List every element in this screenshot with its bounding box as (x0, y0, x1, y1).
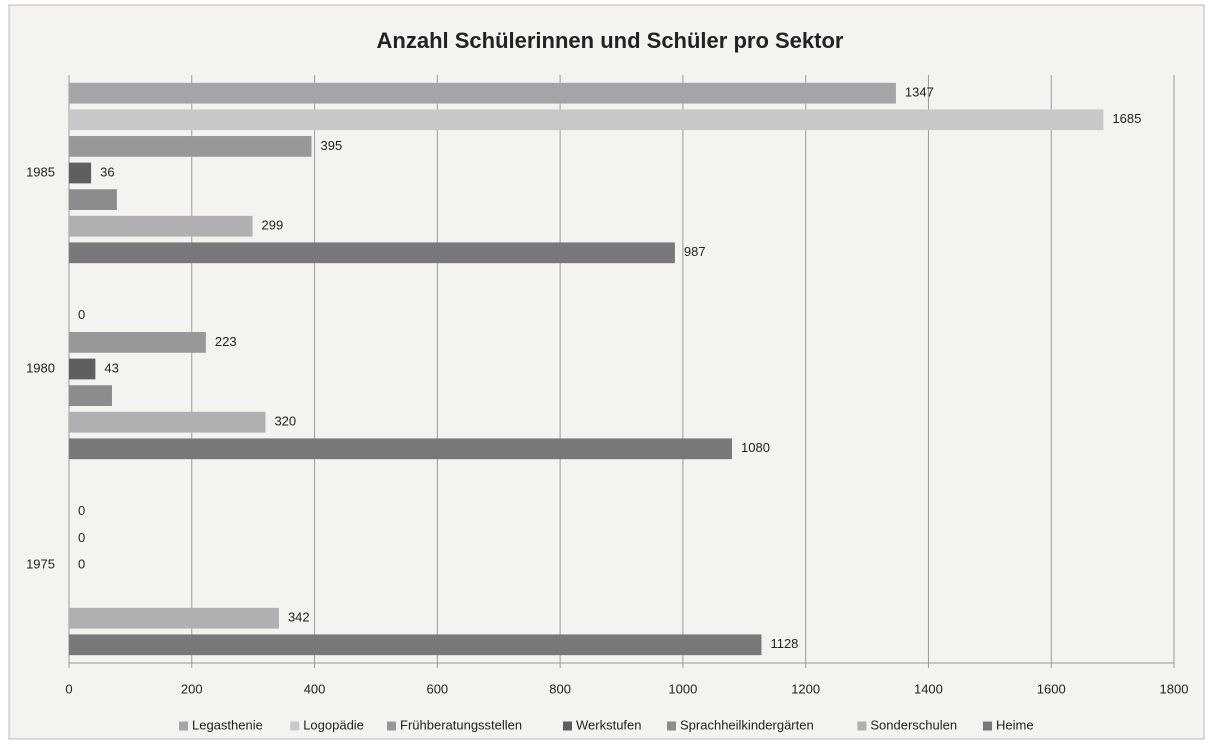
x-tick-label: 1200 (791, 681, 820, 696)
legend-label: Frühberatungsstellen (400, 717, 522, 732)
legend-swatch (387, 721, 396, 731)
data-label: 36 (100, 164, 114, 179)
data-label: 299 (262, 218, 284, 233)
data-label: 395 (320, 138, 342, 153)
y-tick-label: 1980 (26, 360, 55, 375)
data-label: 0 (78, 556, 85, 571)
bar (69, 136, 312, 157)
legend-label: Logopädie (303, 717, 364, 732)
x-tick-label: 800 (549, 681, 571, 696)
data-label: 0 (78, 503, 85, 518)
legend-label: Sonderschulen (870, 717, 957, 732)
y-tick-label: 1975 (26, 556, 55, 571)
legend-swatch (667, 721, 676, 731)
data-label: 0 (78, 307, 85, 322)
data-label: 1128 (770, 636, 798, 651)
bar (69, 634, 762, 656)
data-label: 1080 (741, 440, 770, 455)
data-label: 0 (78, 530, 85, 545)
bar (69, 162, 92, 184)
bar (69, 215, 253, 237)
legend-swatch (857, 721, 867, 731)
x-tick-label: 1400 (914, 681, 943, 696)
legend-swatch (563, 721, 572, 731)
bar (69, 607, 279, 629)
x-tick-label: 400 (304, 681, 326, 696)
data-label: 1685 (1112, 111, 1141, 126)
bar (69, 82, 896, 104)
data-label: 223 (215, 334, 237, 349)
bar (69, 332, 206, 353)
data-label: 987 (684, 244, 706, 259)
legend-label: Legasthenie (192, 717, 263, 732)
x-tick-label: 1800 (1160, 681, 1189, 696)
data-label: 320 (274, 414, 296, 429)
legend-swatch (290, 721, 300, 731)
x-tick-label: 1000 (668, 681, 697, 696)
legend-label: Werkstufen (576, 717, 642, 732)
legend-label: Heime (996, 717, 1034, 732)
x-tick-label: 1600 (1037, 681, 1066, 696)
bar (69, 411, 266, 433)
bar (69, 385, 112, 406)
chart-title: Anzahl Schülerinnen und Schüler pro Sekt… (377, 28, 844, 53)
x-tick-label: 200 (181, 681, 203, 696)
y-tick-label: 1985 (26, 164, 55, 179)
legend-label: Sprachheilkindergärten (680, 717, 814, 732)
data-label: 43 (104, 360, 118, 375)
legend-swatch (983, 721, 992, 731)
data-label: 342 (288, 610, 310, 625)
legend-swatch (179, 721, 188, 731)
x-tick-label: 0 (65, 681, 72, 696)
data-label: 1347 (905, 85, 934, 100)
bar (69, 109, 1104, 131)
bar (69, 438, 732, 460)
bar (69, 242, 675, 264)
bar (69, 358, 96, 380)
x-tick-label: 600 (426, 681, 448, 696)
bar (69, 189, 117, 210)
